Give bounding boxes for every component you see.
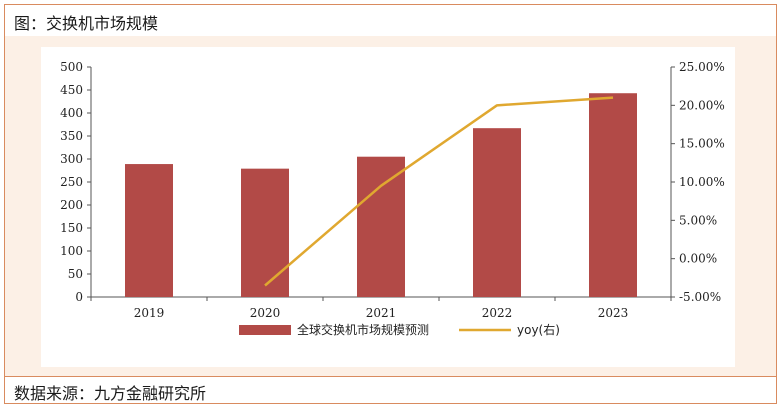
y-left-tick-label: 350 (60, 129, 83, 143)
source-note: 数据来源：九方金融研究所 (14, 384, 207, 403)
y-right-tick-label: 0.00% (679, 252, 717, 266)
y-left-tick-label: 200 (60, 198, 83, 212)
x-tick-label: 2020 (250, 306, 281, 320)
yoy-line (264, 96, 614, 287)
bar (589, 93, 637, 297)
chart-panel: 0 50 100 150 200 250 300 350 400 450 500 -5.00% 0.00… (5, 36, 776, 378)
y-right-tick-label: 25.00% (679, 60, 725, 74)
legend-bar-swatch (239, 325, 291, 335)
title-bar: 图：交换机市场规模 (5, 5, 776, 37)
y-right-tick-label: 20.00% (679, 98, 725, 112)
figure-frame: 图：交换机市场规模 0 50 100 150 200 250 300 350 400 450 500… (4, 4, 777, 404)
x-tick-label: 2021 (366, 306, 397, 320)
market-size-chart: 0 50 100 150 200 250 300 350 400 450 500 -5.00% 0.00… (60, 60, 725, 337)
y-left-tick-label: 50 (68, 267, 83, 281)
bar (473, 128, 521, 297)
bar (241, 168, 289, 297)
y-right-tick-label: 15.00% (679, 137, 725, 151)
x-tick-label: 2023 (598, 306, 629, 320)
y-left-tick-label: 0 (75, 290, 83, 304)
source-bar: 数据来源：九方金融研究所 (5, 376, 776, 403)
y-right-tick-label: -5.00% (679, 290, 721, 304)
legend-line-label: yoy(右) (517, 322, 560, 337)
x-tick-label: 2019 (134, 306, 165, 320)
y-left-tick-label: 100 (60, 244, 83, 258)
plot-card: 0 50 100 150 200 250 300 350 400 450 500 -5.00% 0.00… (41, 47, 735, 367)
y-left-tick-label: 500 (60, 60, 83, 74)
y-left-tick-label: 300 (60, 152, 83, 166)
y-left-tick-label: 250 (60, 175, 83, 189)
y-right-tick-label: 5.00% (679, 213, 717, 227)
x-tick-label: 2022 (482, 306, 513, 320)
y-left-tick-label: 400 (60, 106, 83, 120)
bar (125, 164, 173, 297)
y-right-tick-label: 10.00% (679, 175, 725, 189)
bar (357, 156, 405, 297)
figure-title: 图：交换机市场规模 (14, 14, 159, 33)
legend-bar-label: 全球交换机市场规模预测 (297, 322, 429, 337)
y-left-tick-label: 450 (60, 83, 83, 97)
y-left-tick-label: 150 (60, 221, 83, 235)
